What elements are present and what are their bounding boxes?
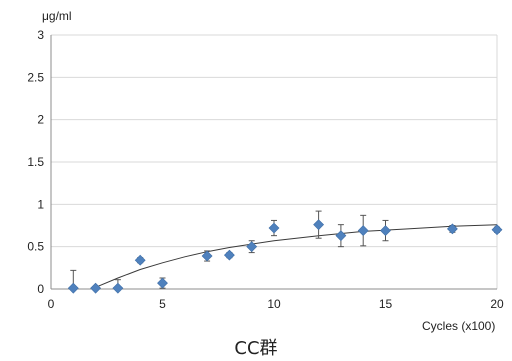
x-tick-label: 20	[490, 297, 504, 311]
y-axis-label: μg/ml	[42, 9, 72, 23]
data-point	[157, 277, 168, 289]
error-bars	[70, 210, 500, 290]
gridlines	[51, 34, 498, 289]
x-axis-label: Cycles (x100)	[422, 319, 495, 333]
data-point	[112, 282, 124, 294]
data-point	[357, 225, 369, 237]
chart-caption: CC群	[234, 338, 277, 359]
data-point	[335, 230, 347, 242]
data-point	[223, 249, 235, 261]
x-tick-label: 10	[267, 297, 281, 311]
y-tick-label: 3	[37, 28, 44, 42]
y-tick-label: 1.5	[27, 155, 44, 169]
data-point	[134, 254, 146, 266]
x-tick-label: 0	[48, 297, 55, 311]
y-tick-label: 1	[37, 197, 44, 211]
y-tick-label: 0.5	[27, 240, 44, 254]
trendline-group	[95, 224, 498, 288]
y-tick-labels: 0 0.5 1 1.5 2 2.5 3	[27, 28, 44, 296]
x-tick-label: 5	[159, 297, 166, 311]
y-tick-label: 2.5	[27, 70, 44, 84]
x-tick-labels: 0 5 10 15 20	[48, 297, 504, 311]
y-tick-label: 2	[37, 113, 44, 127]
data-point	[380, 225, 391, 237]
data-point	[268, 222, 280, 234]
data-points	[67, 219, 503, 294]
data-point	[90, 282, 102, 294]
data-point	[246, 241, 258, 253]
y-tick-label: 0	[37, 282, 44, 296]
data-point	[313, 219, 325, 231]
data-point	[67, 282, 79, 294]
data-point	[446, 223, 458, 235]
data-point	[201, 250, 213, 262]
trendline	[95, 224, 498, 288]
x-tick-label: 15	[379, 297, 393, 311]
axes	[50, 35, 497, 290]
data-point	[491, 224, 503, 236]
